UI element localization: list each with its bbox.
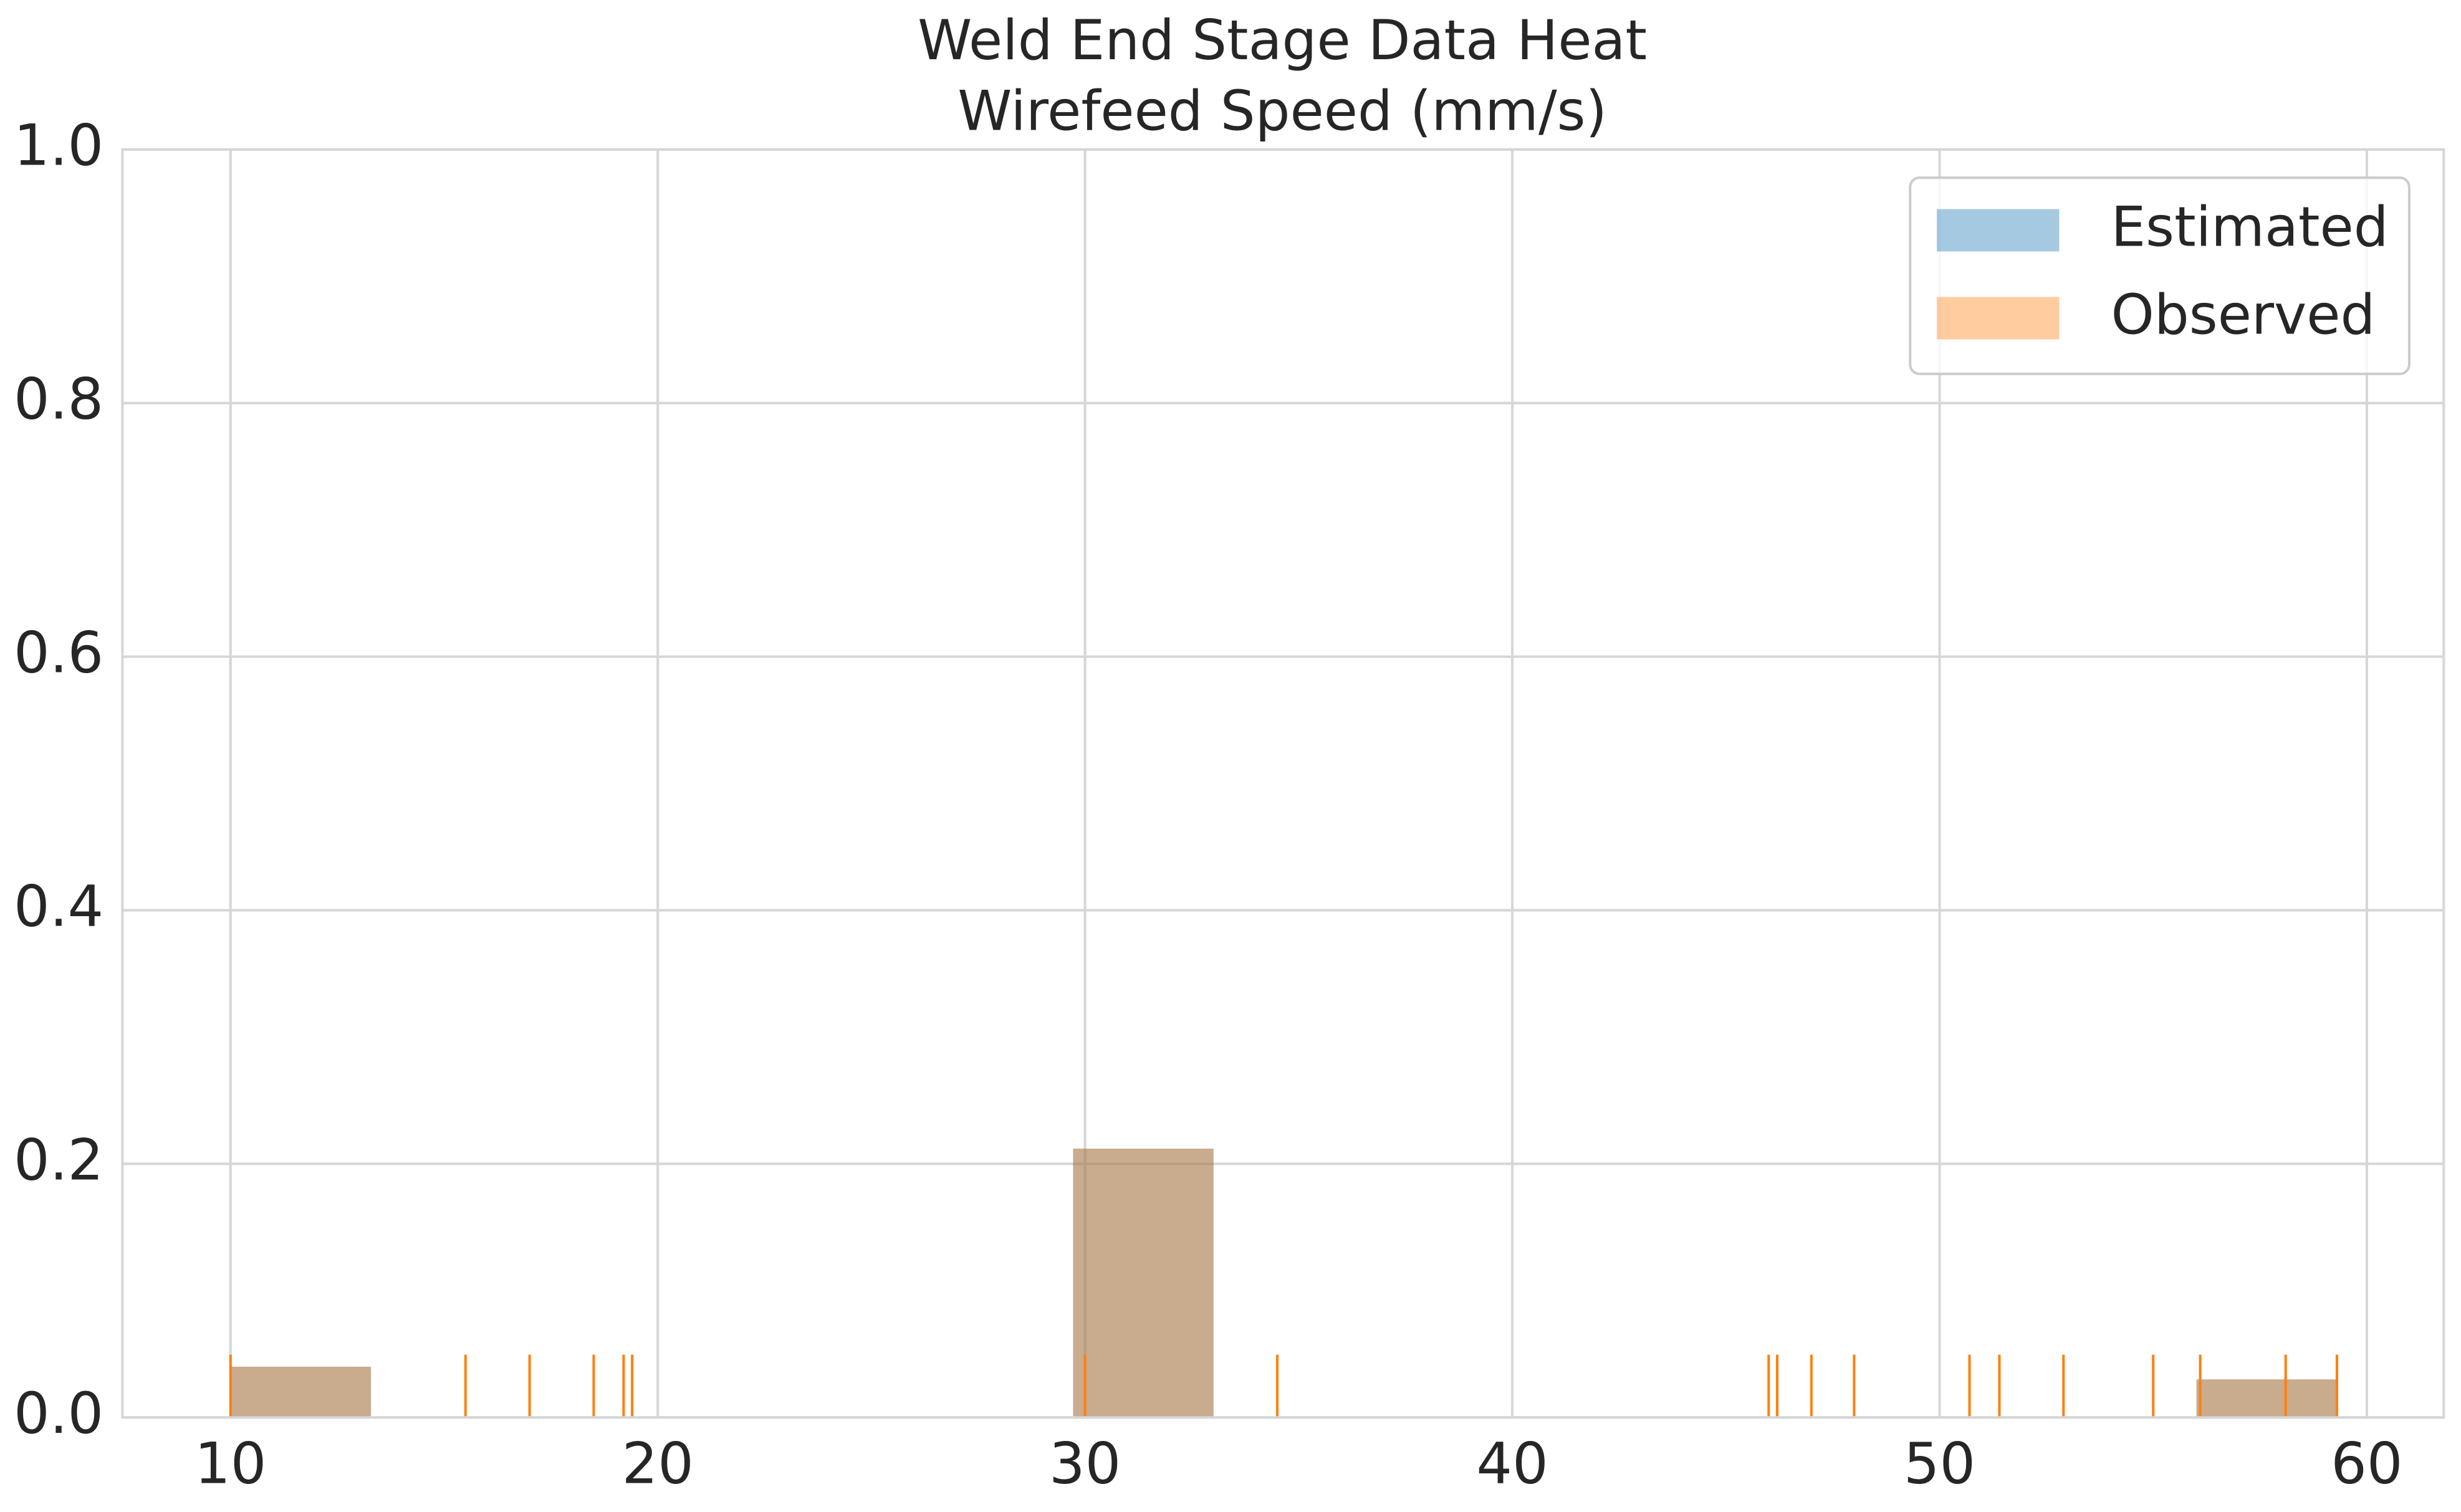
legend-label: Estimated <box>2111 195 2389 259</box>
y-tick-label: 0.4 <box>14 874 103 939</box>
histogram-bar <box>1073 1148 1214 1418</box>
legend-swatch <box>1937 209 2060 252</box>
y-tick-label: 0.6 <box>14 621 103 686</box>
y-tick-label: 0.8 <box>14 367 103 433</box>
y-tick-label: 0.0 <box>14 1381 103 1447</box>
histogram-bar <box>2196 1379 2337 1418</box>
chart-subtitle: Wirefeed Speed (mm/s) <box>957 79 1607 143</box>
axes: 10 20 30 40 50 60 0.0 0.2 0.4 0.6 0.8 1.0 <box>14 113 2403 1497</box>
legend-box <box>1909 176 2411 375</box>
x-tick-label: 20 <box>622 1432 694 1497</box>
legend: Estimated Observed <box>1909 176 2411 375</box>
x-tick-label: 30 <box>1049 1432 1121 1497</box>
y-tick-label: 1.0 <box>14 113 103 179</box>
plot-frame <box>121 148 2445 1419</box>
histogram-bar <box>230 1366 372 1418</box>
x-tick-label: 10 <box>194 1432 266 1497</box>
legend-swatch <box>1937 297 2060 340</box>
histogram-bar <box>1073 1148 1214 1418</box>
y-tick-label: 0.2 <box>14 1127 103 1193</box>
histogram-bar <box>2196 1379 2337 1418</box>
plot-area <box>229 1148 2338 1418</box>
legend-label: Observed <box>2111 283 2376 347</box>
histogram-bar <box>230 1366 372 1418</box>
x-tick-label: 50 <box>1904 1432 1975 1497</box>
x-tick-label: 60 <box>2331 1432 2402 1497</box>
x-tick-label: 40 <box>1476 1432 1548 1497</box>
chart-title: Weld End Stage Data Heat <box>918 8 1647 72</box>
